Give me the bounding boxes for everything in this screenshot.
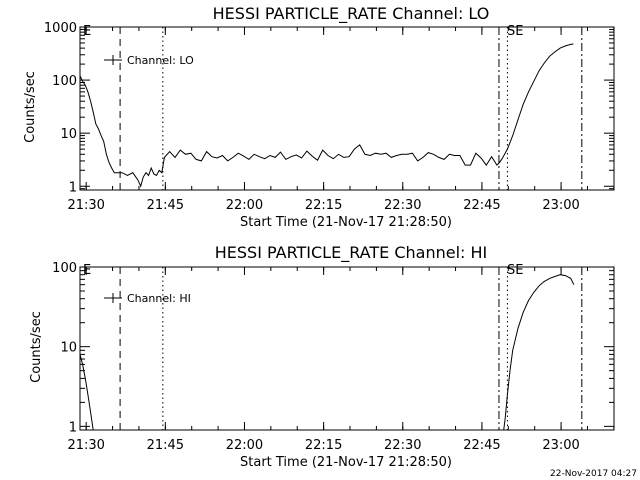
x-tick-label: 21:30 [67,198,104,213]
x-tick-label: 22:30 [384,198,421,213]
x-tick-label: 23:00 [542,198,579,213]
x-tick-label: 22:15 [305,438,342,453]
legend-label: Channel: LO [127,54,194,67]
data-series-line [79,354,94,431]
panel-hi: HESSI PARTICLE_RATE Channel: HI Start Ti… [29,243,615,470]
y-tick-label: 10 [60,127,77,142]
x-tick-label: 21:30 [67,438,104,453]
footer-timestamp: 22-Nov-2017 04:27 [550,469,637,479]
x-tick-label: 22:00 [226,198,263,213]
y-tick-label: 10 [60,341,77,356]
y-tick-label: 1 [69,420,77,435]
x-tick-label: 21:45 [147,438,184,453]
y-axis-label: Counts/sec [29,311,44,383]
x-axis-label: Start Time (21-Nov-17 21:28:50) [240,455,452,470]
legend-label: Channel: HI [127,292,191,305]
corner-label-left: E [83,263,91,278]
corner-label-left: E [83,24,91,39]
panel-lo: HESSI PARTICLE_RATE Channel: LO Start Ti… [23,4,615,230]
x-tick-label: 22:15 [305,198,342,213]
plot-frame [79,26,615,191]
data-series-line [503,274,575,431]
plot-frame [79,266,615,431]
chart-title: HESSI PARTICLE_RATE Channel: HI [215,243,488,263]
y-tick-label: 100 [52,74,77,89]
chart-title: HESSI PARTICLE_RATE Channel: LO [213,4,490,24]
x-tick-label: 22:30 [384,438,421,453]
corner-label-right: SE [507,263,523,278]
x-tick-label: 22:45 [463,198,500,213]
x-tick-label: 21:45 [147,198,184,213]
x-tick-label: 22:00 [226,438,263,453]
y-tick-label: 1 [69,180,77,195]
data-series-line [79,43,574,188]
corner-label-right: SE [507,24,523,39]
y-tick-label: 1000 [44,21,77,36]
y-tick-label: 100 [52,261,77,276]
x-axis-label: Start Time (21-Nov-17 21:28:50) [240,215,452,230]
x-tick-label: 22:45 [463,438,500,453]
x-tick-label: 23:00 [542,438,579,453]
y-axis-label: Counts/sec [23,71,38,143]
